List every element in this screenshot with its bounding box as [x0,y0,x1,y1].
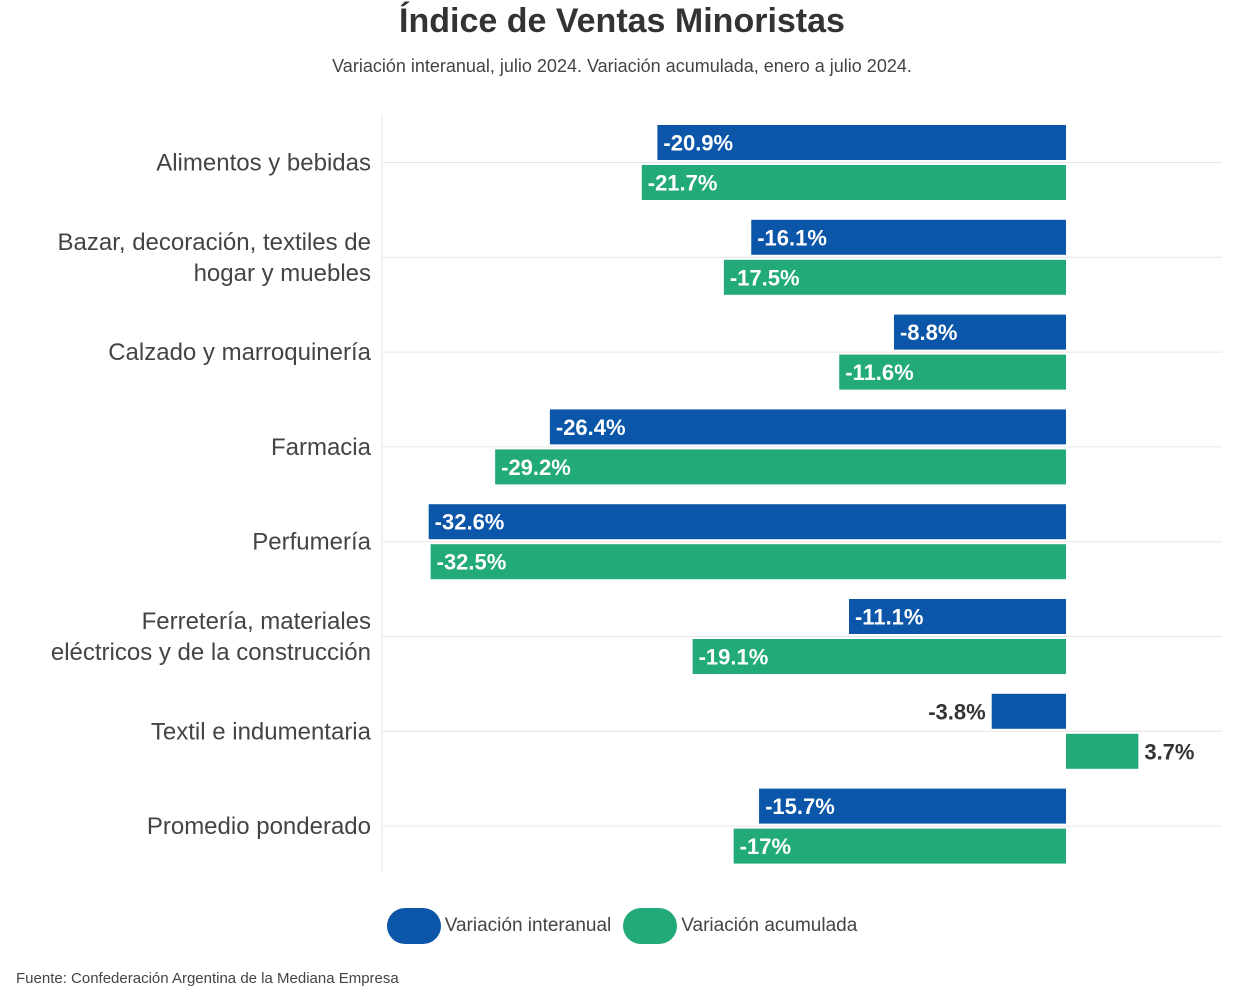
source-note: Fuente: Confederación Argentina de la Me… [16,970,399,987]
bar [893,314,1066,350]
category-label: Textil e indumentaria [151,718,372,745]
data-label: 3.7% [1144,739,1194,764]
chart-subtitle: Variación interanual, julio 2024. Variac… [332,56,912,76]
data-label: -15.7% [765,794,835,819]
bar [991,693,1066,729]
bar [759,788,1066,824]
bar [1066,733,1139,769]
data-label: -11.6% [845,360,914,385]
data-label: -17.5% [730,265,800,290]
legend-item-interanual: Variación interanual [386,908,612,944]
category-label: Perfumería [252,529,371,556]
bar [692,639,1066,674]
category-label: eléctricos y de la construcción [51,639,371,666]
data-label: -19.1% [699,645,769,670]
bar [733,828,1066,864]
data-label: -3.8% [928,699,985,724]
legend-label-interanual: Variación interanual [444,915,612,936]
bar [839,354,1066,390]
data-label: -29.2% [501,455,571,480]
bar [495,449,1066,485]
category-label: Farmacia [271,434,372,461]
data-label: -8.8% [900,320,957,345]
bar-chart: Alimentos y bebidas -20.9% -21.7% Bazar, de… [51,115,1222,872]
legend-label-acumulada: Variación acumulada [681,915,858,936]
category-label: Ferretería, materiales [142,608,371,635]
legend-swatch-interanual [386,908,441,944]
bar [641,165,1066,200]
data-label: -16.1% [757,225,827,250]
bar [549,409,1066,445]
category-label: Bazar, decoración, textiles de [57,229,371,256]
bar [428,504,1066,540]
legend: Variación interanual Variación acumulada [0,908,1244,944]
chart-title: Índice de Ventas Minoristas [399,2,845,40]
category-label: Calzado y marroquinería [108,339,371,366]
data-label: -17% [740,834,791,859]
legend-swatch-acumulada [623,908,678,944]
bar [657,125,1066,160]
data-label: -11.1% [855,605,924,630]
legend-item-acumulada: Variación acumulada [623,908,857,944]
category-label: hogar y muebles [194,260,371,287]
bar [430,544,1066,580]
data-label: -20.9% [663,131,733,156]
data-label: -32.6% [435,510,505,535]
bar [751,219,1066,255]
category-label: Promedio ponderado [147,813,371,840]
category-label: Alimentos y bebidas [156,150,371,177]
bar [723,259,1066,295]
data-label: -26.4% [556,415,626,440]
data-label: -21.7% [648,171,718,196]
bar [848,599,1066,634]
data-label: -32.5% [437,550,507,575]
